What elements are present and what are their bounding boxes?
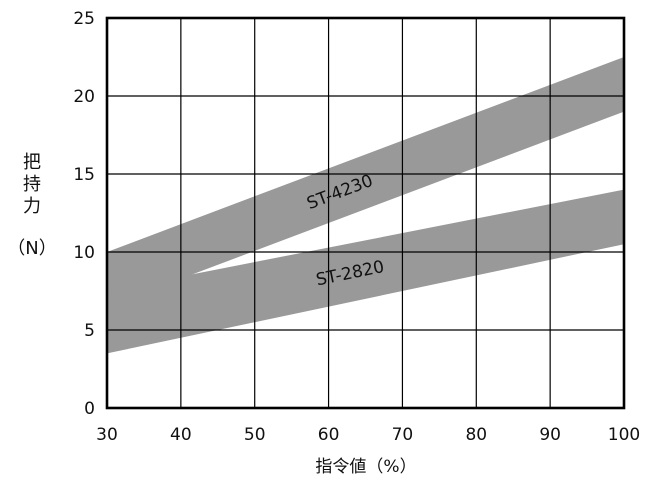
y-tick-label: 5 [84, 321, 95, 341]
y-tick-label: 0 [84, 399, 95, 419]
grid-layer [105, 16, 626, 410]
x-tick-labels: 30 40 50 60 70 80 90 100 [96, 425, 640, 445]
x-tick-label: 60 [318, 425, 340, 445]
x-tick-label: 40 [170, 425, 192, 445]
x-tick-label: 70 [392, 425, 414, 445]
y-tick-label: 25 [73, 9, 95, 29]
x-tick-label: 80 [465, 425, 487, 445]
y-tick-label: 15 [73, 165, 95, 185]
x-tick-label: 100 [608, 425, 640, 445]
y-axis-title-char: 持 [23, 174, 41, 195]
y-axis-title-unit: （N） [7, 238, 56, 259]
x-axis-title: 指令値（%） [315, 457, 416, 477]
x-tick-label: 90 [539, 425, 561, 445]
x-tick-label: 30 [96, 425, 118, 445]
y-axis-title-char: 力 [23, 196, 41, 217]
y-tick-labels: 0 5 10 15 20 25 [73, 9, 95, 419]
y-tick-label: 10 [73, 243, 95, 263]
y-axis-title-char: 把 [23, 152, 41, 173]
plot-frame [105, 16, 626, 410]
bands-layer [107, 57, 624, 354]
band-st-2820 [107, 189, 624, 354]
y-axis-title: 把持力 （N） [7, 152, 56, 259]
x-tick-label: 50 [244, 425, 266, 445]
y-tick-label: 20 [73, 87, 95, 107]
band-st-4230 [107, 57, 624, 307]
